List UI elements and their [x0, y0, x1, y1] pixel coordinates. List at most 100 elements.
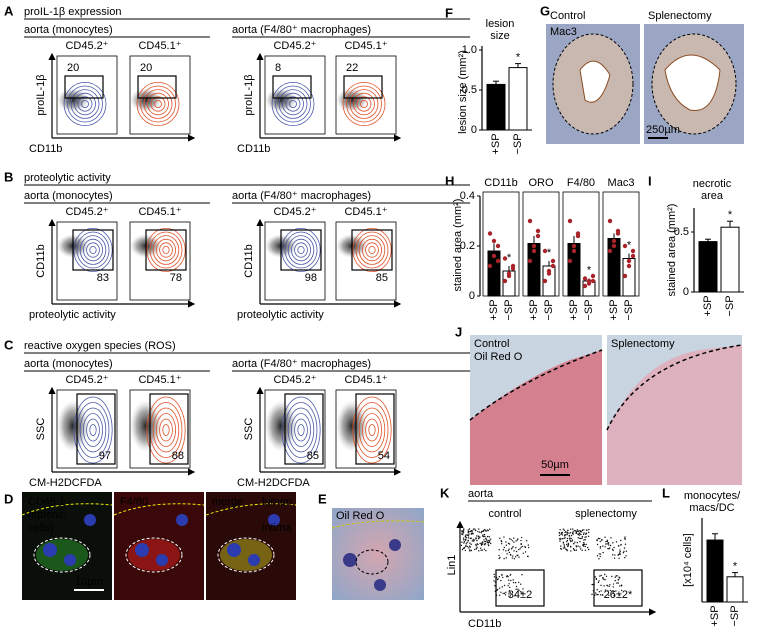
event-dot — [566, 539, 569, 542]
event-dot — [490, 542, 492, 545]
event-dot — [527, 546, 530, 549]
contour — [342, 82, 386, 127]
event-dot — [471, 530, 474, 532]
contour — [79, 407, 107, 453]
event-dot — [612, 583, 615, 585]
event-dot — [584, 549, 587, 552]
gate-value: 22 — [346, 62, 358, 74]
axis-title: proIL-1β — [35, 74, 47, 115]
event-dot — [501, 574, 503, 576]
event-dot — [617, 579, 619, 581]
axis-title: −SP — [583, 299, 595, 320]
event-dot — [463, 541, 466, 543]
event-dot — [512, 555, 514, 557]
event-dot — [568, 532, 570, 534]
data-point — [491, 253, 497, 259]
event-dot — [464, 536, 467, 538]
event-dot — [581, 535, 584, 538]
data-point — [535, 228, 541, 234]
event-dot — [522, 592, 524, 595]
plot-label: CD45.1⁺ — [344, 374, 387, 386]
event-dot — [502, 549, 505, 551]
event-dot — [474, 548, 476, 551]
event-dot — [583, 532, 585, 534]
event-dot — [611, 548, 614, 550]
y-tick-label: 0 — [469, 290, 475, 302]
event-dot — [502, 592, 504, 595]
event-dot — [560, 531, 563, 534]
event-dot — [569, 528, 572, 530]
event-dot — [462, 537, 465, 539]
axis-title: +SP — [702, 295, 714, 316]
event-dot — [584, 538, 586, 541]
event-dot — [509, 595, 512, 597]
background-density — [57, 88, 89, 112]
event-dot — [467, 531, 469, 534]
event-dot — [493, 576, 496, 578]
event-dot — [610, 537, 612, 539]
event-dot — [488, 536, 491, 538]
significance: * — [516, 52, 521, 64]
event-dot — [567, 543, 570, 546]
event-dot — [500, 543, 503, 545]
data-point — [550, 258, 556, 264]
background-density — [336, 88, 368, 112]
event-dot — [612, 586, 614, 588]
event-dot — [580, 548, 582, 550]
event-dot — [599, 545, 602, 548]
contour — [285, 96, 301, 112]
event-dot — [618, 557, 620, 560]
data-point — [502, 256, 508, 261]
event-dot — [461, 541, 463, 543]
significance: * — [627, 239, 632, 251]
event-dot — [598, 580, 600, 582]
gate-value: 78 — [170, 272, 182, 284]
event-dot — [479, 536, 481, 538]
event-dot — [580, 531, 583, 533]
bar — [508, 67, 528, 131]
event-dot — [607, 590, 609, 592]
contour — [289, 100, 297, 109]
event-dot — [570, 550, 572, 552]
bar — [486, 83, 506, 131]
contour — [297, 245, 305, 254]
event-dot — [575, 531, 578, 533]
contour — [360, 100, 368, 109]
gate — [145, 229, 187, 271]
event-dot — [463, 528, 465, 530]
event-dot — [579, 537, 581, 540]
gate-value: 85 — [307, 450, 319, 462]
data-point — [506, 273, 512, 279]
axis-title: CM-H2DCFDA — [29, 477, 102, 489]
background-density — [130, 88, 162, 112]
contour — [77, 96, 93, 112]
event-dot — [514, 582, 517, 584]
event-dot — [573, 529, 576, 532]
event-dot — [613, 557, 616, 559]
event-dot — [468, 547, 470, 549]
event-dot — [476, 535, 478, 537]
event-dot — [506, 553, 508, 555]
y-tick-label: 0.5 — [674, 226, 689, 238]
event-dot — [619, 553, 621, 556]
data-point — [615, 231, 621, 236]
event-dot — [563, 529, 566, 531]
event-dot — [618, 576, 620, 578]
data-point — [630, 253, 636, 259]
panel-title: size — [490, 30, 510, 42]
event-dot — [490, 538, 492, 540]
data-point — [527, 258, 533, 264]
y-tick-label: 0.2 — [460, 240, 475, 252]
event-dot — [469, 550, 471, 552]
event-dot — [574, 541, 576, 543]
event-dot — [486, 529, 489, 531]
event-dot — [500, 591, 502, 593]
event-dot — [519, 591, 522, 593]
data-point — [531, 248, 537, 254]
axis-title: lesion size (mm²) — [457, 50, 469, 134]
panel-title: reactive oxygen species (ROS) — [24, 340, 176, 352]
gate-value: 34±2 — [508, 589, 532, 601]
panel-letter: D — [4, 491, 13, 506]
event-dot — [599, 547, 602, 549]
contour — [294, 242, 308, 258]
